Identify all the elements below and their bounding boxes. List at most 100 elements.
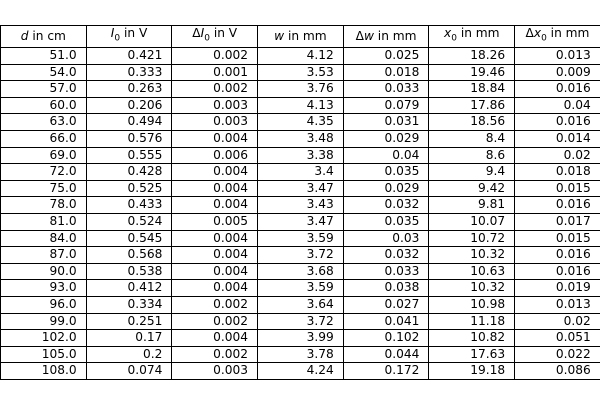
table-cell: 3.99: [257, 329, 344, 347]
table-cell: 18.56: [428, 113, 516, 131]
table-cell: 9.81: [428, 196, 516, 214]
table-cell: 9.4: [428, 163, 516, 181]
table-cell: 51.0: [0, 47, 87, 65]
table-cell: 10.32: [428, 246, 516, 264]
table-cell: 0.003: [171, 362, 259, 380]
table-cell: 0.04: [342, 146, 430, 165]
table-cell: 0.086: [514, 362, 600, 380]
table-cell: 0.004: [171, 163, 259, 181]
table-cell: 10.63: [428, 262, 516, 281]
table-cell: 4.35: [257, 113, 344, 131]
table-cell: 0.002: [171, 295, 259, 314]
table-cell: 0.004: [171, 329, 259, 347]
table-cell: 3.43: [257, 196, 344, 214]
table-cell: 0.013: [514, 295, 600, 314]
column-header: d in cm: [0, 24, 87, 49]
table-cell: 0.538: [85, 262, 173, 281]
table-cell: 0.032: [342, 196, 430, 214]
table-cell: 69.0: [0, 146, 87, 165]
table-cell: 0.003: [171, 96, 259, 115]
table-cell: 3.59: [257, 279, 344, 297]
table-cell: 0.031: [342, 113, 430, 131]
table-cell: 0.2: [85, 345, 173, 364]
table-cell: 4.24: [257, 362, 344, 380]
table-cell: 3.47: [257, 212, 344, 231]
table-cell: 0.263: [85, 80, 173, 98]
table-cell: 105.0: [0, 345, 87, 364]
table-row: 57.0 0.263 0.002 3.76 0.033 18.84 0.016: [0, 80, 600, 98]
column-header: w in mm: [257, 24, 344, 49]
table-row: 102.0 0.17 0.004 3.99 0.102 10.82 0.051: [0, 329, 600, 347]
table-row: 105.0 0.2 0.002 3.78 0.044 17.63 0.022: [0, 345, 600, 364]
table-cell: 0.004: [171, 130, 259, 148]
table-cell: 0.017: [514, 212, 600, 231]
table-cell: 4.12: [257, 47, 344, 65]
table-cell: 3.72: [257, 246, 344, 264]
table-row: 54.0 0.333 0.001 3.53 0.018 19.46 0.009: [0, 63, 600, 82]
table-cell: 72.0: [0, 163, 87, 181]
table-cell: 0.041: [342, 312, 430, 331]
table-cell: 60.0: [0, 96, 87, 115]
table-cell: 0.032: [342, 246, 430, 264]
table-cell: 0.044: [342, 345, 430, 364]
table-cell: 10.32: [428, 279, 516, 297]
table-cell: 9.42: [428, 179, 516, 198]
table-row: 99.0 0.251 0.002 3.72 0.041 11.18 0.02: [0, 312, 600, 331]
table-row: 69.0 0.555 0.006 3.38 0.04 8.6 0.02: [0, 146, 600, 165]
table-cell: 0.038: [342, 279, 430, 297]
table-cell: 18.84: [428, 80, 516, 98]
table-cell: 0.251: [85, 312, 173, 331]
table-cell: 11.18: [428, 312, 516, 331]
table-cell: 0.004: [171, 246, 259, 264]
table-cell: 8.4: [428, 130, 516, 148]
table-cell: 0.002: [171, 47, 259, 65]
table-cell: 0.001: [171, 63, 259, 82]
table-cell: 10.72: [428, 229, 516, 248]
table-row: 66.0 0.576 0.004 3.48 0.029 8.4 0.014: [0, 130, 600, 148]
table-cell: 0.004: [171, 179, 259, 198]
table-cell: 0.009: [514, 63, 600, 82]
table-cell: 3.76: [257, 80, 344, 98]
column-header: Δw in mm: [342, 24, 430, 49]
table-cell: 0.016: [514, 113, 600, 131]
table-body: 51.0 0.421 0.002 4.12 0.025 18.26 0.013 54.0 0.3…: [0, 47, 600, 380]
table-cell: 0.015: [514, 229, 600, 248]
table-cell: 0.027: [342, 295, 430, 314]
table-cell: 0.035: [342, 212, 430, 231]
table-cell: 54.0: [0, 63, 87, 82]
table-cell: 0.002: [171, 345, 259, 364]
table-cell: 0.004: [171, 229, 259, 248]
table-cell: 0.029: [342, 130, 430, 148]
table-cell: 57.0: [0, 80, 87, 98]
table-cell: 0.17: [85, 329, 173, 347]
table-cell: 17.86: [428, 96, 516, 115]
table-cell: 93.0: [0, 279, 87, 297]
table-cell: 0.525: [85, 179, 173, 198]
table-cell: 3.64: [257, 295, 344, 314]
table-cell: 0.334: [85, 295, 173, 314]
table-cell: 0.004: [171, 196, 259, 214]
table-cell: 0.04: [514, 96, 600, 115]
table-row: 81.0 0.524 0.005 3.47 0.035 10.07 0.017: [0, 212, 600, 231]
table-cell: 0.545: [85, 229, 173, 248]
table-cell: 102.0: [0, 329, 87, 347]
table-cell: 3.48: [257, 130, 344, 148]
table-row: 72.0 0.428 0.004 3.4 0.035 9.4 0.018: [0, 163, 600, 181]
table-cell: 19.18: [428, 362, 516, 380]
table-cell: 0.03: [342, 229, 430, 248]
table-cell: 75.0: [0, 179, 87, 198]
table-cell: 0.02: [514, 146, 600, 165]
column-header: ΔI0 in V: [171, 24, 259, 49]
table-cell: 0.035: [342, 163, 430, 181]
table-cell: 0.421: [85, 47, 173, 65]
table-cell: 0.576: [85, 130, 173, 148]
table-cell: 0.022: [514, 345, 600, 364]
table-cell: 10.82: [428, 329, 516, 347]
table-cell: 90.0: [0, 262, 87, 281]
table-cell: 0.004: [171, 279, 259, 297]
column-header: Δx0 in mm: [514, 24, 600, 49]
table-cell: 0.018: [342, 63, 430, 82]
table-cell: 0.013: [514, 47, 600, 65]
table-row: 60.0 0.206 0.003 4.13 0.079 17.86 0.04: [0, 96, 600, 115]
